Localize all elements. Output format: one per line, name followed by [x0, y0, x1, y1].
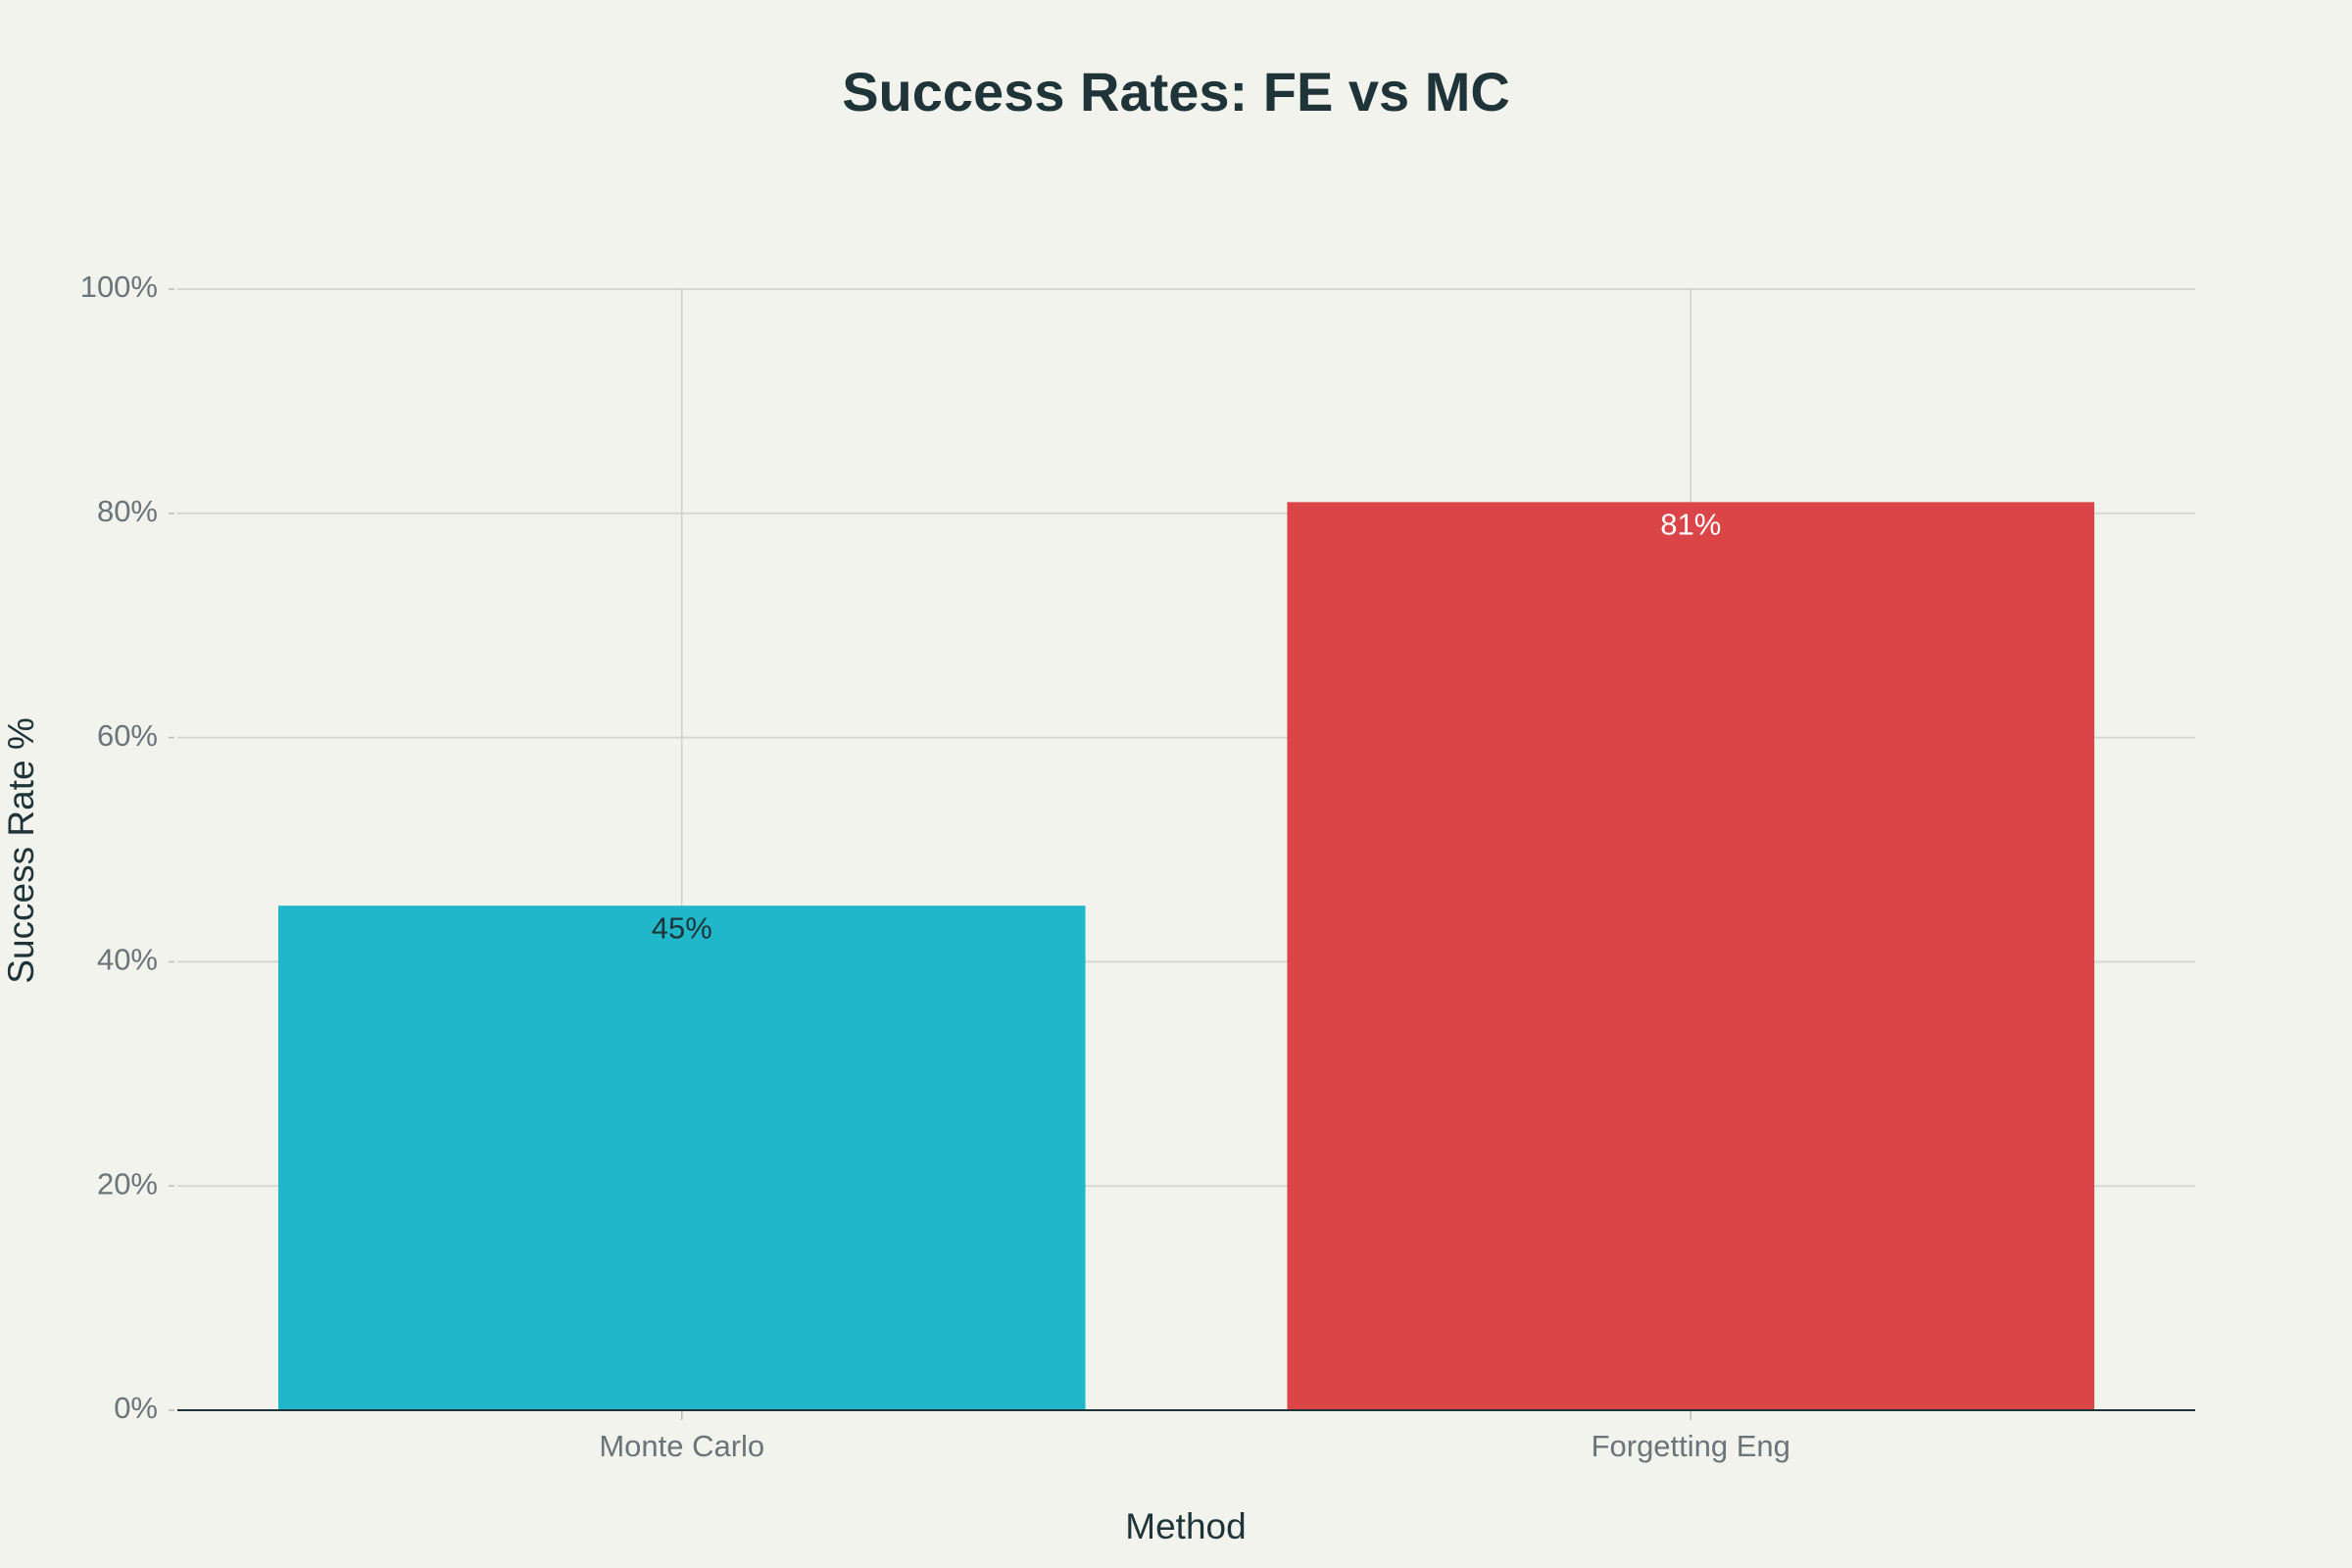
x-axis-label: Method — [1125, 1506, 1246, 1546]
value-label: 45% — [652, 910, 712, 945]
y-tick-label: 80% — [97, 494, 158, 528]
y-tick-label: 0% — [114, 1391, 158, 1425]
y-tick-label: 20% — [97, 1166, 158, 1200]
bar — [277, 906, 1086, 1410]
x-tick-label: Monte Carlo — [599, 1429, 764, 1463]
y-tick-label: 40% — [97, 943, 158, 977]
x-tick-label: Forgetting Eng — [1592, 1429, 1790, 1463]
y-tick-label: 60% — [97, 718, 158, 753]
y-tick-label: 100% — [80, 270, 158, 304]
value-label: 81% — [1660, 508, 1721, 542]
bar — [1287, 502, 2095, 1410]
chart-title: Success Rates: FE vs MC — [842, 61, 1510, 122]
y-axis-label: Success Rate % — [1, 717, 41, 983]
